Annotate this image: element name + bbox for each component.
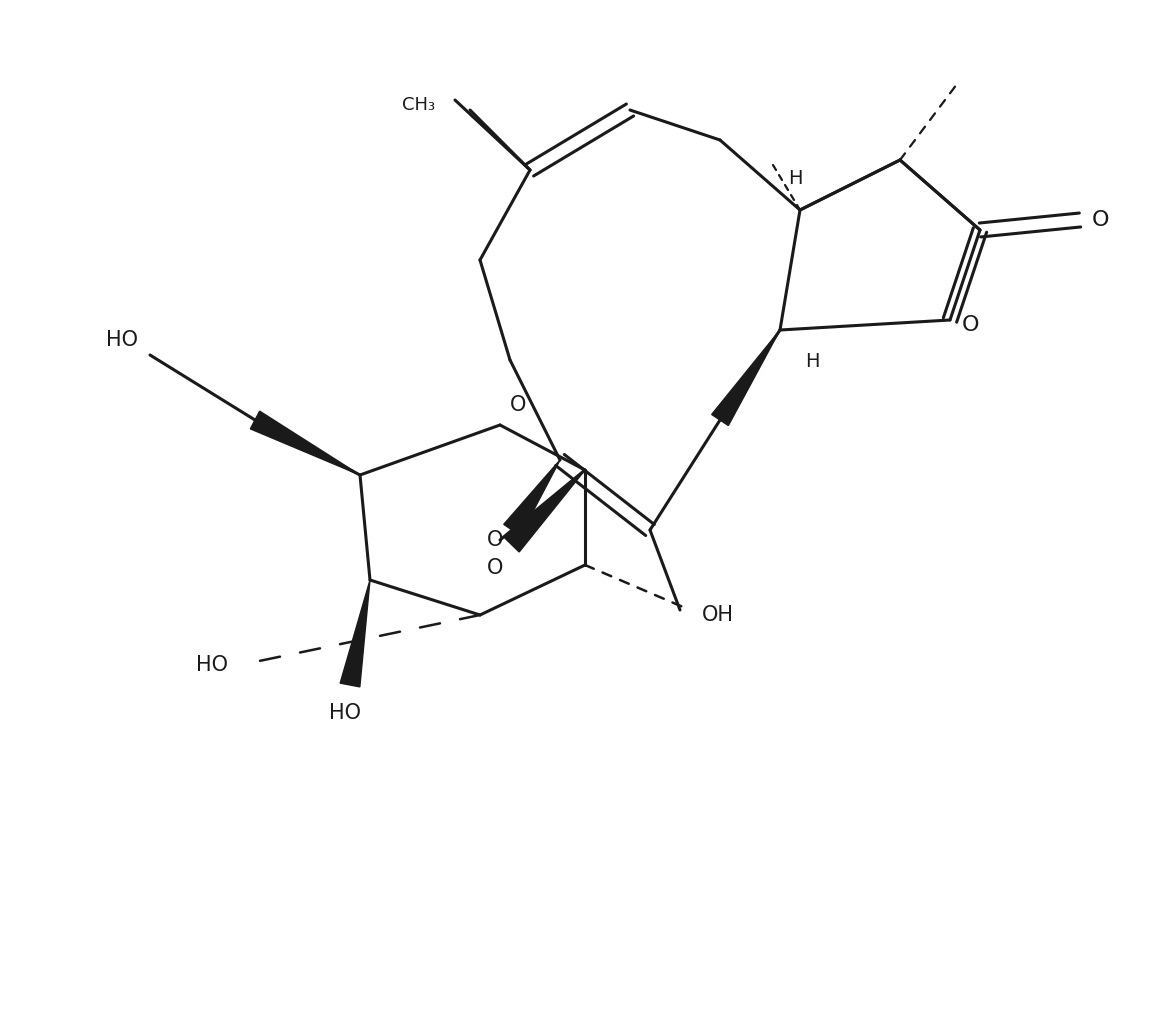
Text: HO: HO: [196, 655, 228, 675]
Polygon shape: [340, 580, 370, 687]
Text: H: H: [805, 352, 819, 371]
Text: HO: HO: [106, 330, 138, 350]
Text: H: H: [787, 169, 802, 188]
Text: O: O: [487, 530, 503, 550]
Text: O: O: [1092, 210, 1110, 230]
Text: O: O: [487, 558, 503, 578]
Polygon shape: [505, 470, 585, 552]
Text: OH: OH: [702, 605, 734, 625]
Polygon shape: [503, 460, 559, 535]
Text: O: O: [510, 395, 527, 415]
Text: HO: HO: [329, 703, 361, 723]
Text: CH₃: CH₃: [402, 96, 434, 114]
Text: O: O: [962, 315, 980, 335]
Polygon shape: [250, 411, 360, 475]
Polygon shape: [711, 330, 780, 425]
